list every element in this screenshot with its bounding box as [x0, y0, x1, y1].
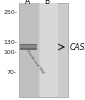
Text: B: B	[44, 0, 49, 6]
Text: 130-: 130-	[3, 40, 17, 46]
Text: 250-: 250-	[3, 10, 17, 14]
FancyBboxPatch shape	[20, 3, 38, 97]
Text: CASR: CASR	[70, 42, 85, 52]
Text: A: A	[25, 0, 30, 6]
FancyBboxPatch shape	[20, 45, 37, 48]
FancyBboxPatch shape	[20, 44, 37, 50]
Text: Predicted MW: Predicted MW	[25, 49, 45, 75]
FancyBboxPatch shape	[39, 3, 58, 97]
Text: 100-: 100-	[3, 50, 17, 56]
Text: 70-: 70-	[7, 70, 17, 76]
FancyBboxPatch shape	[19, 3, 68, 97]
